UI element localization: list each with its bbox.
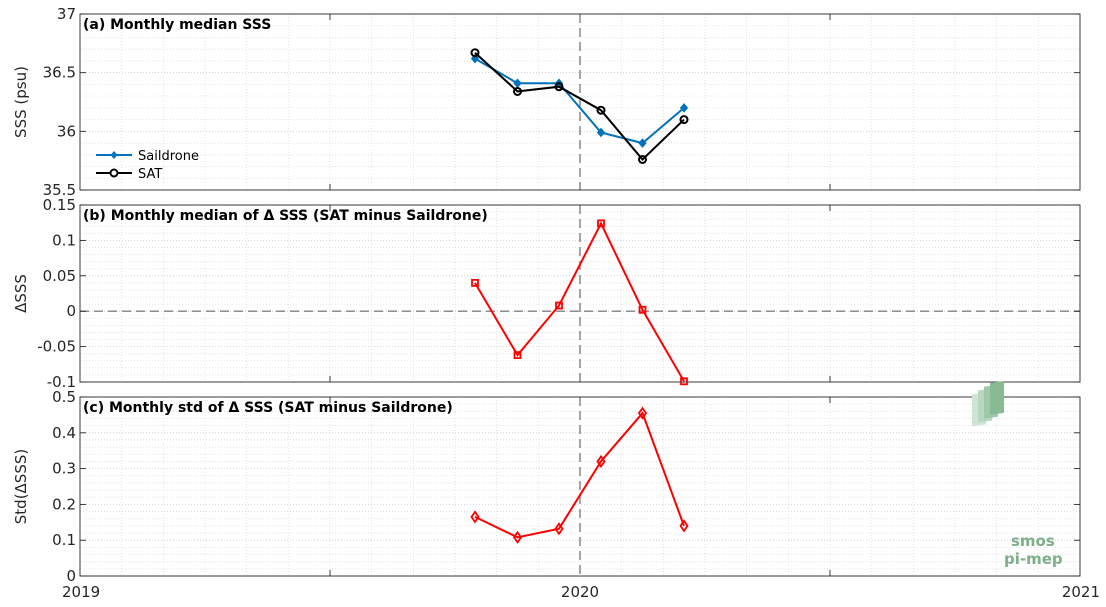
y-tick-label: 0.1	[52, 531, 76, 549]
x-tick-label: 2020	[561, 583, 599, 601]
axes-box	[79, 13, 1081, 191]
data-point	[638, 154, 647, 164]
data-point	[470, 48, 480, 58]
logo-mark	[990, 380, 1004, 415]
panel-1: 35.5 36 36.5 37 SSS (psu) (a) Monthly median …	[12, 5, 1081, 199]
data-point	[638, 138, 647, 148]
x-tick-label: 2021	[1062, 583, 1100, 601]
logo-text: smos	[1011, 532, 1055, 550]
y-tick-label: 35.5	[43, 181, 76, 199]
y-tick-label: -0.1	[47, 373, 76, 391]
panel-3: 0 0.1 0.2 0.3 0.4 0.5 Std(ΔSSS) (c) Monthly std…	[12, 388, 1081, 585]
data-point	[471, 278, 479, 287]
legend-label: SAT	[138, 167, 162, 182]
logo-text: pi-mep	[1004, 550, 1063, 568]
y-axis-label: ΔSSS	[12, 274, 30, 313]
y-tick-label: 37	[57, 5, 76, 23]
y-axis-label: SSS (psu)	[12, 66, 30, 138]
y-tick-label: -0.05	[37, 338, 76, 356]
legend-marker	[109, 168, 119, 178]
data-point	[637, 406, 648, 420]
y-tick-label: 0.4	[52, 424, 76, 442]
y-tick-label: 0.15	[43, 196, 76, 214]
data-point	[554, 82, 564, 92]
data-point	[470, 510, 480, 524]
data-point	[555, 301, 563, 310]
y-tick-label: 36	[57, 122, 76, 140]
data-point	[513, 351, 522, 359]
data-point	[679, 519, 689, 533]
series-line-1	[474, 57, 685, 145]
legend-marker	[110, 151, 118, 159]
series-line-1	[474, 221, 685, 382]
y-tick-label: 0	[66, 567, 76, 585]
y-tick-label: 0.5	[52, 388, 76, 406]
panel-title: (a) Monthly median SSS	[83, 17, 271, 33]
panel-2: -0.1 -0.05 0 0.05 0.1 0.15 ΔSSS (b) Monthly med…	[12, 196, 1081, 391]
data-point	[679, 115, 689, 125]
y-tick-label: 0	[66, 302, 76, 320]
y-axis-label: Std(ΔSSS)	[12, 449, 30, 524]
data-point	[512, 530, 523, 544]
data-point	[596, 105, 606, 115]
data-point	[513, 86, 522, 96]
data-point	[596, 127, 606, 138]
data-point	[513, 78, 522, 88]
axes-box	[79, 396, 1081, 577]
panel-title: (b) Monthly median of Δ SSS (SAT minus S…	[83, 208, 488, 224]
y-tick-label: 0.3	[52, 460, 76, 478]
series-line-1	[474, 411, 685, 539]
data-point	[679, 103, 689, 113]
data-point	[638, 305, 647, 314]
data-point	[597, 219, 605, 228]
series-line-2	[474, 51, 685, 161]
y-tick-label: 0.2	[52, 495, 76, 513]
legend: Saildrone SAT	[96, 149, 199, 182]
x-tick-label: 2019	[62, 583, 100, 601]
axes-box	[79, 204, 1081, 383]
data-point	[554, 522, 564, 536]
panel-title: (c) Monthly std of Δ SSS (SAT minus Sail…	[83, 400, 453, 416]
y-tick-label: 0.1	[52, 231, 76, 249]
data-point	[680, 377, 688, 386]
data-point	[596, 454, 606, 469]
legend-label: Saildrone	[138, 149, 199, 164]
y-tick-label: 0.05	[43, 267, 76, 285]
y-tick-label: 36.5	[43, 64, 76, 82]
